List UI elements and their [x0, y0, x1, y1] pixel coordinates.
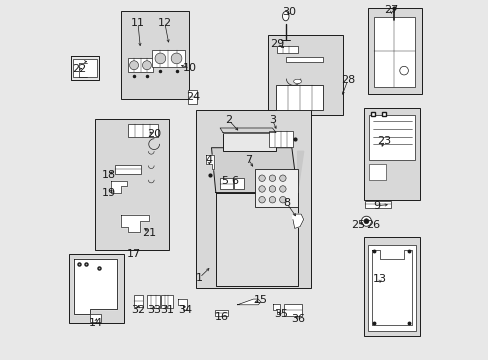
Text: 28: 28 — [340, 75, 354, 85]
Text: 19: 19 — [102, 188, 116, 198]
Text: 20: 20 — [147, 130, 161, 139]
Text: 32: 32 — [131, 305, 145, 315]
Text: 12: 12 — [158, 18, 172, 28]
Circle shape — [269, 175, 275, 181]
Polygon shape — [178, 299, 187, 310]
Bar — [223, 133, 276, 150]
Text: 3: 3 — [268, 115, 275, 125]
Circle shape — [361, 216, 371, 226]
Circle shape — [279, 197, 285, 203]
Polygon shape — [121, 215, 149, 232]
Bar — [220, 178, 233, 189]
Bar — [368, 116, 414, 160]
Bar — [134, 296, 143, 307]
Bar — [121, 12, 188, 99]
Text: 5: 5 — [221, 176, 228, 186]
Polygon shape — [111, 181, 126, 193]
Bar — [147, 295, 160, 309]
Circle shape — [279, 186, 285, 192]
Bar — [254, 168, 297, 207]
Bar — [90, 315, 101, 321]
Circle shape — [258, 197, 265, 203]
Circle shape — [269, 197, 275, 203]
Bar — [285, 57, 323, 62]
Text: 11: 11 — [131, 18, 145, 28]
Text: 21: 21 — [142, 228, 156, 238]
Bar — [364, 201, 390, 208]
Text: 14: 14 — [88, 318, 102, 328]
Text: 13: 13 — [372, 274, 386, 284]
Circle shape — [171, 53, 182, 64]
Text: 15: 15 — [253, 295, 267, 305]
Polygon shape — [215, 193, 297, 286]
Text: 22: 22 — [72, 64, 86, 74]
Bar — [373, 17, 414, 87]
Text: 35: 35 — [273, 309, 287, 319]
Bar — [187, 90, 197, 104]
Polygon shape — [74, 259, 117, 315]
Bar — [73, 59, 97, 77]
Bar — [94, 119, 169, 250]
Bar — [363, 237, 419, 336]
Bar — [69, 253, 124, 323]
Polygon shape — [292, 214, 303, 228]
Bar — [128, 125, 158, 137]
Circle shape — [258, 186, 265, 192]
Bar — [276, 45, 297, 53]
Text: 26: 26 — [365, 220, 379, 230]
Circle shape — [269, 186, 275, 192]
Text: 25: 25 — [350, 220, 365, 230]
Polygon shape — [220, 128, 276, 133]
Text: 4: 4 — [204, 154, 212, 165]
Bar — [284, 304, 301, 316]
Bar — [215, 310, 228, 316]
Bar — [367, 244, 415, 330]
Text: 16: 16 — [214, 312, 228, 322]
Bar — [367, 8, 421, 94]
Polygon shape — [297, 151, 303, 193]
Circle shape — [155, 53, 165, 64]
Text: 6: 6 — [230, 176, 238, 186]
Text: 9: 9 — [372, 201, 379, 211]
Ellipse shape — [282, 12, 288, 21]
Circle shape — [258, 175, 265, 181]
Text: 30: 30 — [282, 7, 296, 17]
Polygon shape — [211, 148, 297, 193]
Text: 31: 31 — [160, 305, 174, 315]
Text: 2: 2 — [224, 115, 232, 125]
Text: 23: 23 — [377, 136, 390, 145]
Bar — [368, 164, 386, 180]
Bar — [267, 35, 343, 116]
Polygon shape — [237, 299, 261, 305]
Text: 27: 27 — [384, 5, 398, 15]
Circle shape — [129, 61, 138, 70]
Bar — [196, 110, 310, 288]
Text: 8: 8 — [283, 198, 290, 208]
Text: 33: 33 — [146, 305, 161, 315]
Circle shape — [142, 61, 151, 70]
Polygon shape — [273, 304, 280, 315]
Bar — [115, 165, 141, 174]
Bar — [363, 108, 419, 200]
Text: 24: 24 — [186, 92, 200, 102]
Bar — [152, 50, 184, 67]
Ellipse shape — [293, 79, 301, 84]
Text: 36: 36 — [291, 314, 305, 324]
Polygon shape — [206, 155, 214, 169]
Circle shape — [399, 66, 407, 75]
Bar — [234, 178, 244, 189]
Text: 10: 10 — [183, 63, 197, 73]
Bar — [268, 131, 292, 147]
Circle shape — [279, 175, 285, 181]
Text: 34: 34 — [178, 305, 192, 315]
Bar — [161, 295, 172, 309]
Circle shape — [363, 219, 368, 224]
Text: 17: 17 — [127, 248, 141, 258]
Text: 18: 18 — [102, 170, 116, 180]
Text: 29: 29 — [269, 39, 284, 49]
Bar — [127, 58, 153, 72]
Text: 7: 7 — [245, 154, 252, 165]
Text: 1: 1 — [196, 273, 203, 283]
Bar — [276, 85, 323, 110]
